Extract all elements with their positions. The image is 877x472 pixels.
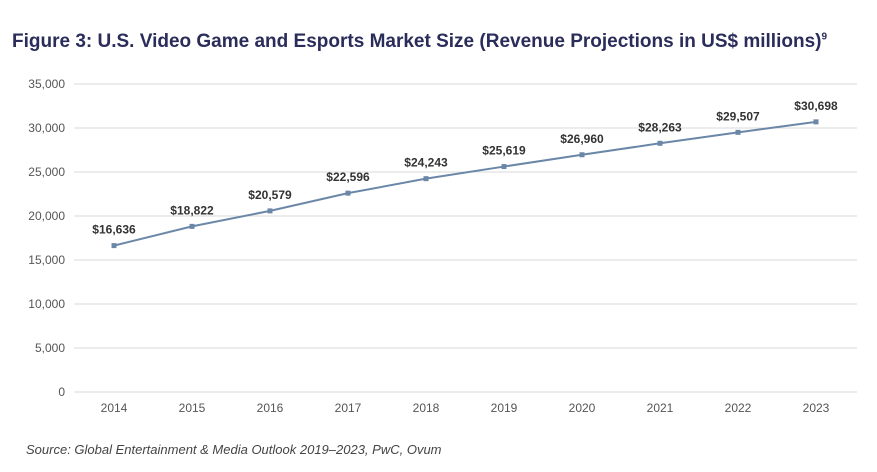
data-label: $25,619 (482, 144, 526, 158)
y-tick-label: 15,000 (28, 253, 65, 267)
x-tick-label: 2022 (725, 401, 752, 415)
chart-title-text: Figure 3: U.S. Video Game and Esports Ma… (12, 31, 822, 52)
data-label: $30,698 (794, 99, 838, 113)
data-point (579, 152, 585, 158)
x-tick-label: 2015 (179, 401, 206, 415)
data-point (189, 223, 195, 229)
data-label: $26,960 (560, 132, 604, 146)
y-tick-label: 5,000 (35, 341, 65, 355)
x-tick-label: 2017 (335, 401, 362, 415)
chart-title: Figure 3: U.S. Video Game and Esports Ma… (12, 31, 827, 53)
x-tick-label: 2023 (803, 401, 830, 415)
y-tick-label: 0 (58, 385, 65, 399)
data-point (501, 164, 507, 170)
data-label: $16,636 (92, 223, 136, 237)
data-label: $18,822 (170, 203, 214, 217)
series-line (113, 120, 817, 247)
data-label: $20,579 (248, 188, 292, 202)
x-tick-label: 2014 (101, 401, 128, 415)
data-point (345, 190, 351, 196)
footnote-marker: 9 (821, 31, 828, 43)
y-tick-label: 35,000 (28, 77, 65, 91)
y-tick-label: 10,000 (28, 297, 65, 311)
data-point (111, 243, 117, 249)
x-tick-label: 2018 (413, 401, 440, 415)
x-tick-label: 2019 (491, 401, 518, 415)
data-label: $28,263 (638, 120, 682, 134)
y-tick-label: 30,000 (28, 121, 65, 135)
x-tick-label: 2021 (647, 401, 674, 415)
data-point (735, 129, 741, 135)
data-label: $29,507 (716, 109, 760, 123)
data-point (813, 119, 819, 125)
data-point (423, 176, 429, 182)
x-tick-label: 2020 (569, 401, 596, 415)
x-tick-label: 2016 (257, 401, 284, 415)
data-label: $22,596 (326, 170, 370, 184)
data-point (657, 140, 663, 146)
source-note: Source: Global Entertainment & Media Out… (26, 442, 442, 457)
data-point (267, 208, 273, 214)
y-tick-label: 25,000 (28, 165, 65, 179)
data-label: $24,243 (404, 156, 448, 170)
y-tick-label: 20,000 (28, 209, 65, 223)
